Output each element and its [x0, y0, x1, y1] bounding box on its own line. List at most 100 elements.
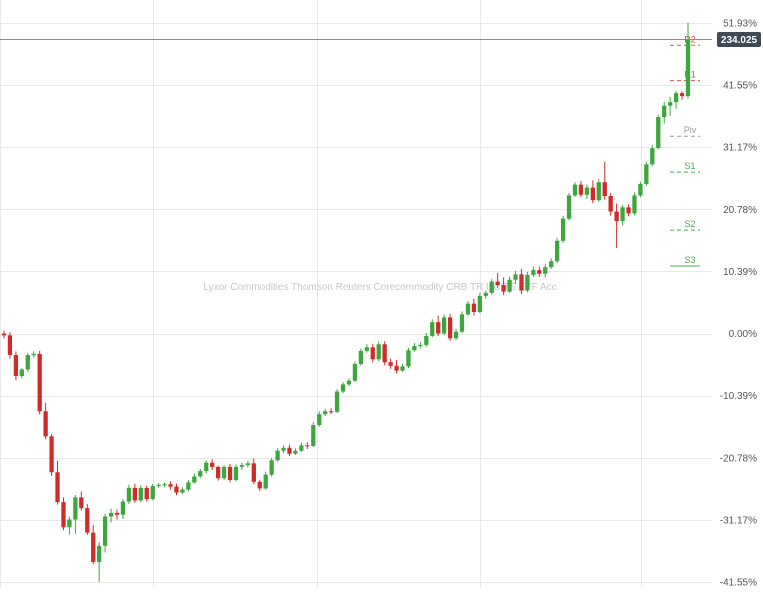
candle: [19, 368, 24, 379]
candle-body: [156, 484, 161, 487]
candle: [614, 203, 619, 249]
candle-body: [108, 512, 114, 517]
candle-body: [453, 331, 459, 339]
candle: [513, 270, 518, 284]
candle: [150, 483, 155, 501]
candle-body: [239, 465, 245, 467]
candle-body: [614, 211, 619, 222]
candle-body: [679, 93, 685, 97]
candle-body: [537, 270, 542, 274]
candle-body: [489, 281, 494, 293]
candle: [233, 464, 239, 482]
candle-body: [227, 466, 233, 481]
candle-body: [441, 317, 447, 334]
candle-body: [685, 39, 691, 97]
candle: [501, 277, 506, 296]
candle: [400, 364, 405, 372]
candle: [525, 271, 530, 293]
candle: [483, 290, 488, 299]
candle-body: [388, 362, 393, 366]
candle: [186, 480, 191, 492]
candle-body: [572, 184, 578, 196]
candle-body: [323, 411, 328, 415]
candle-body: [102, 516, 108, 546]
candle: [97, 542, 102, 582]
candle-body: [174, 486, 179, 493]
candle: [370, 343, 375, 363]
candle-body: [55, 472, 60, 503]
candle-body: [317, 414, 322, 426]
candle: [566, 193, 572, 221]
candle-body: [507, 279, 512, 292]
candle-body: [49, 436, 54, 473]
candle: [37, 350, 42, 415]
candle-body: [233, 466, 239, 481]
current-price-label: 234.025: [717, 32, 761, 47]
candle-body: [394, 365, 399, 371]
candle: [424, 332, 429, 347]
candle: [465, 301, 471, 316]
y-tick-label: -10.39%: [720, 391, 757, 402]
candle: [120, 499, 126, 519]
candle: [132, 483, 137, 503]
candle: [602, 161, 607, 200]
candle: [334, 389, 340, 414]
candle-body: [346, 380, 352, 385]
candle: [1, 330, 7, 339]
candle: [531, 266, 536, 277]
candle-body: [513, 274, 518, 280]
candle-body: [334, 391, 340, 412]
candle: [61, 497, 66, 531]
candle: [620, 204, 625, 226]
candle-body: [543, 267, 548, 274]
candle-body: [126, 487, 132, 502]
candle-body: [114, 512, 120, 515]
candle-body: [138, 487, 143, 501]
candle: [459, 311, 465, 333]
candle-body: [192, 476, 197, 483]
candle-body: [620, 207, 625, 222]
candle-body: [37, 353, 42, 412]
candle: [430, 319, 435, 338]
candle: [471, 298, 477, 316]
candle: [257, 480, 262, 491]
y-tick-label: -20.78%: [720, 453, 757, 464]
y-tick-label: 20.78%: [723, 205, 757, 216]
candle-body: [245, 463, 251, 466]
candle-body: [150, 486, 155, 500]
candle: [644, 161, 649, 186]
candle: [608, 193, 613, 216]
candle: [269, 457, 274, 477]
candle-body: [673, 93, 679, 103]
candle: [85, 503, 90, 536]
candle-body: [555, 240, 560, 262]
candle-body: [257, 481, 262, 489]
candle-body: [656, 117, 661, 149]
candle: [441, 314, 447, 335]
candle: [537, 266, 542, 277]
candle: [626, 204, 631, 217]
candle: [49, 433, 54, 476]
candle: [138, 485, 143, 503]
candle-body: [560, 218, 566, 241]
pivot-label-piv: Piv: [684, 125, 697, 135]
candle: [144, 485, 149, 502]
candle: [156, 483, 161, 488]
candle: [79, 491, 84, 511]
candle: [406, 347, 411, 369]
candle-body: [275, 450, 280, 461]
candle: [388, 358, 393, 369]
candle-body: [299, 445, 304, 451]
candle-body: [7, 335, 13, 356]
candle: [394, 359, 399, 374]
candle: [198, 468, 203, 478]
candle: [346, 378, 352, 387]
candle: [662, 102, 667, 124]
candle-body: [215, 466, 221, 479]
candle-body: [626, 207, 631, 214]
candle: [555, 237, 560, 263]
candle-body: [352, 364, 358, 381]
candle-body: [340, 384, 346, 392]
candle-body: [221, 466, 227, 479]
candle-body: [251, 463, 256, 482]
